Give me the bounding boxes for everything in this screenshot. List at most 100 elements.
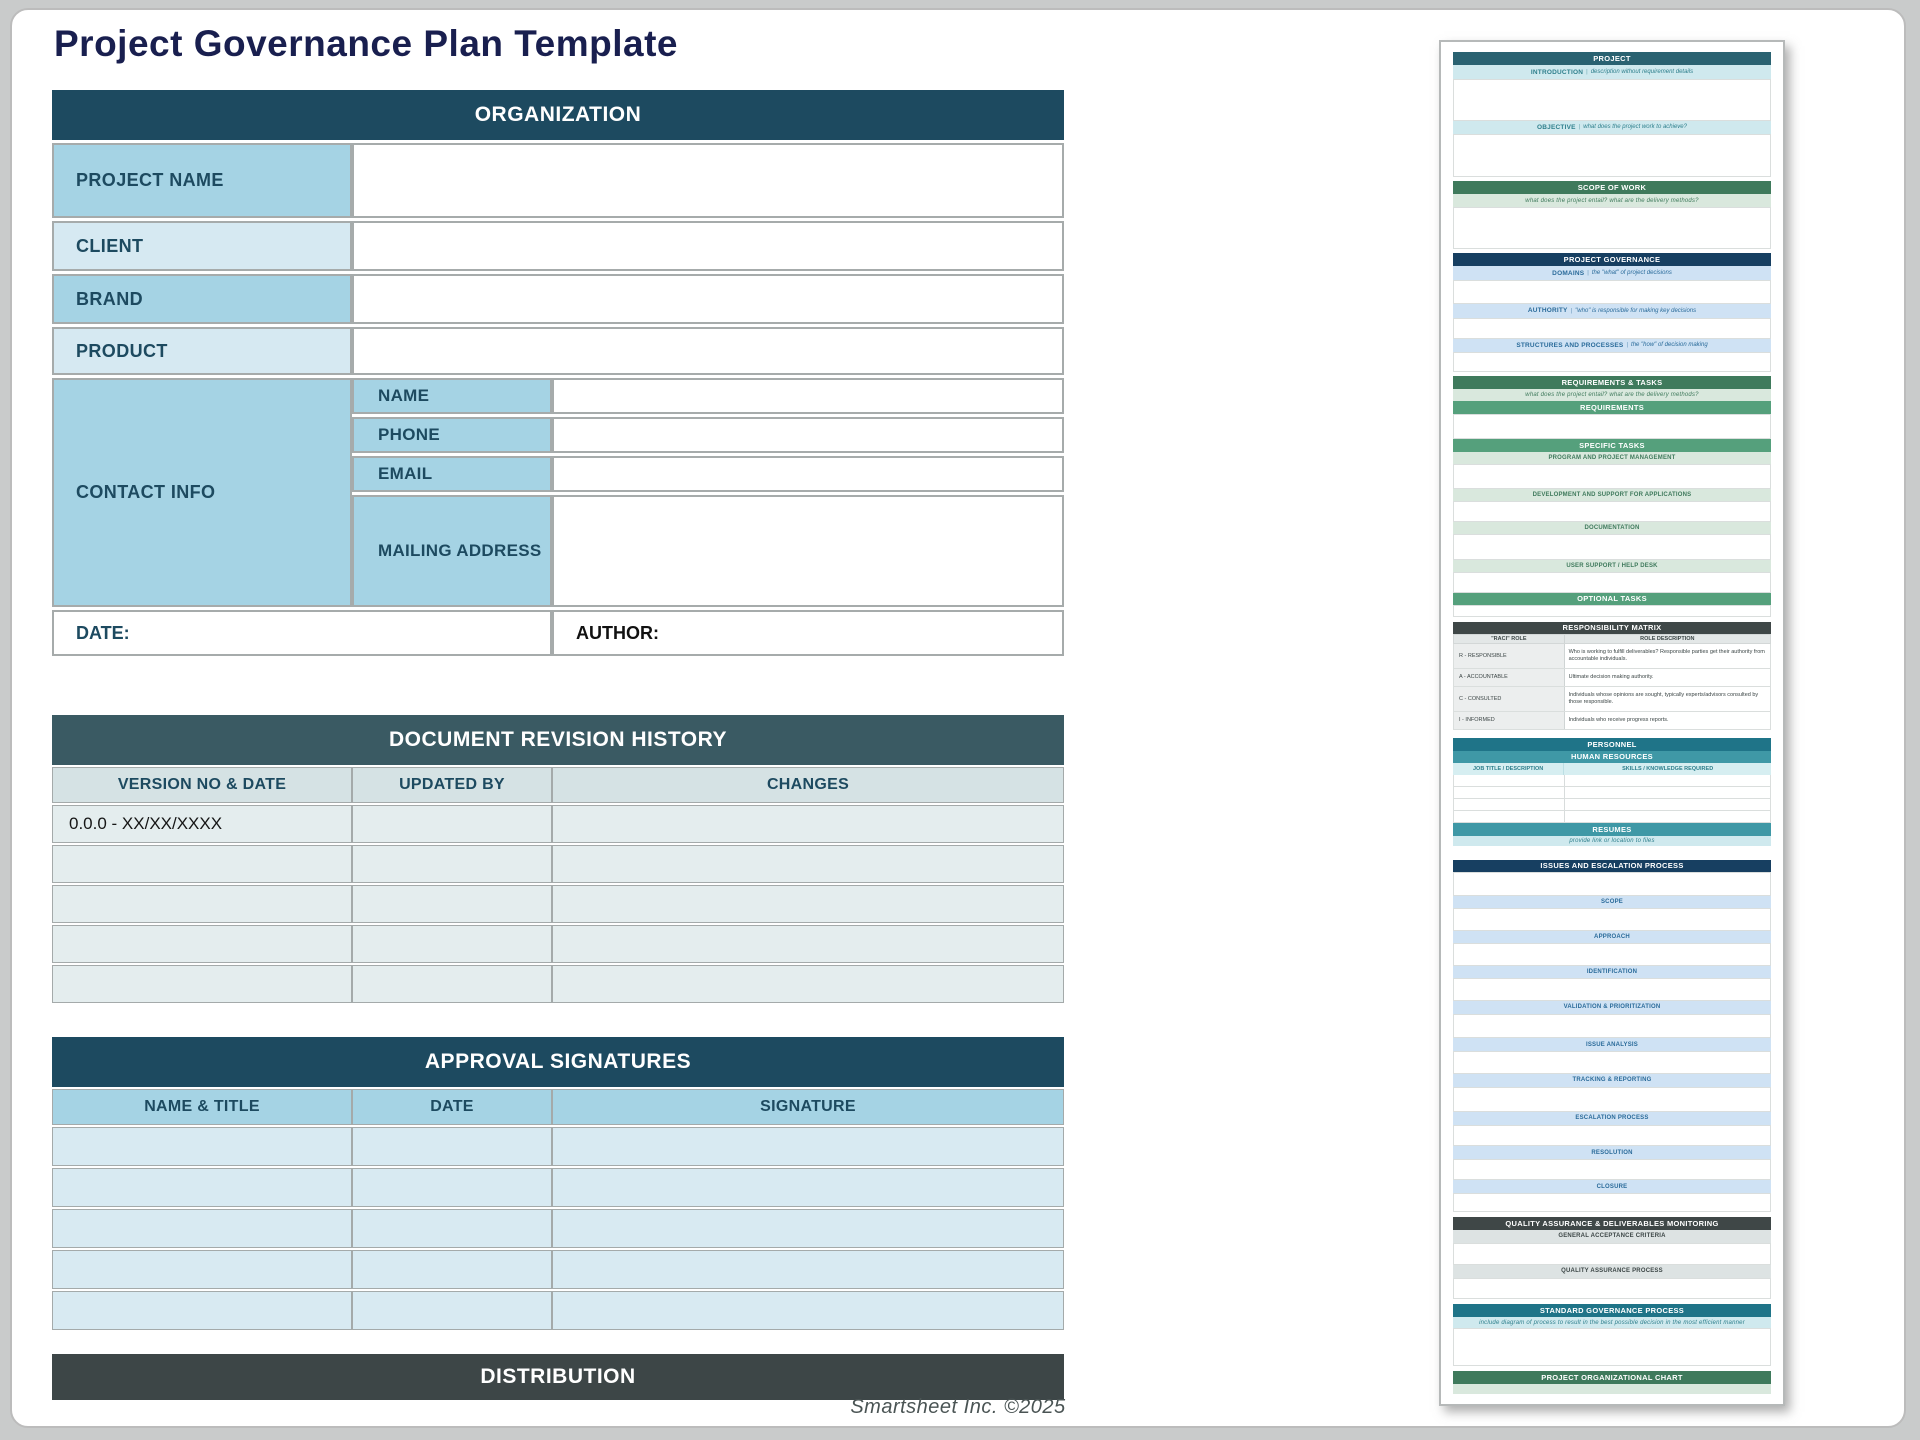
revision-cell[interactable]	[352, 965, 552, 1003]
thumb-label-row: what does the project entail? what are t…	[1453, 194, 1771, 208]
revision-column-changes: CHANGES	[552, 767, 1064, 803]
client-input[interactable]	[352, 221, 1064, 271]
contact-mailing-address-label: MAILING ADDRESS	[352, 495, 552, 607]
table-row	[52, 1127, 1064, 1166]
revision-cell[interactable]	[52, 845, 352, 883]
signature-cell[interactable]	[352, 1168, 552, 1207]
signature-cell[interactable]	[52, 1127, 352, 1166]
hr-empty-row	[1453, 786, 1771, 799]
revision-cell[interactable]	[352, 925, 552, 963]
approval-column-date: DATE	[352, 1089, 552, 1125]
thumb-section-header: REQUIREMENTS	[1453, 401, 1771, 415]
table-row	[52, 1168, 1064, 1207]
thumb-label-row: APPROACH	[1453, 931, 1771, 944]
revision-cell[interactable]	[352, 885, 552, 923]
thumb-field-row: AUTHORITY | "who" is responsible for makin…	[1453, 303, 1771, 318]
contact-phone-input[interactable]	[552, 417, 1064, 453]
thumb-label-row: DEVELOPMENT AND SUPPORT FOR APPLICATIONS	[1453, 488, 1771, 501]
hr-empty-row	[1453, 798, 1771, 811]
date-field[interactable]: DATE:	[52, 610, 552, 656]
thumb-section-header: OPTIONAL TASKS	[1453, 592, 1771, 605]
hr-empty-cell	[1565, 787, 1770, 798]
revision-cell[interactable]	[552, 805, 1064, 843]
hr-skills-column: SKILLS / KNOWLEDGE REQUIRED	[1622, 765, 1714, 772]
revision-history-section-header: DOCUMENT REVISION HISTORY	[52, 715, 1064, 765]
signature-cell[interactable]	[552, 1168, 1064, 1207]
product-label: PRODUCT	[52, 327, 352, 375]
contact-email-input[interactable]	[552, 456, 1064, 492]
thumb-empty-row	[1453, 871, 1771, 897]
thumb-label-row: SCOPE	[1453, 896, 1771, 909]
project-name-label: PROJECT NAME	[52, 143, 352, 218]
revision-cell[interactable]: 0.0.0 - XX/XX/XXXX	[52, 805, 352, 843]
thumb-section-header: PROJECT GOVERNANCE	[1453, 253, 1771, 267]
signature-cell[interactable]	[552, 1127, 1064, 1166]
brand-input[interactable]	[352, 274, 1064, 324]
thumb-empty-row	[1453, 207, 1771, 250]
contact-name-label: NAME	[352, 378, 552, 414]
thumb-empty-row	[1453, 1193, 1771, 1212]
template-preview-thumbnail[interactable]: PROJECT INTRODUCTION | description without …	[1439, 40, 1785, 1406]
signature-cell[interactable]	[52, 1168, 352, 1207]
thumb-empty-row	[1453, 604, 1771, 617]
hr-empty-cell	[1565, 811, 1770, 822]
matrix-role-cell: I - INFORMED	[1454, 711, 1565, 729]
thumb-gap	[1453, 729, 1771, 738]
table-row	[52, 965, 1064, 1003]
revision-cell[interactable]	[52, 965, 352, 1003]
signature-cell[interactable]	[552, 1291, 1064, 1330]
signature-cell[interactable]	[552, 1250, 1064, 1289]
thumb-label-row: VALIDATION & PRIORITIZATION	[1453, 1000, 1771, 1014]
author-field[interactable]: AUTHOR:	[552, 610, 1064, 656]
signature-cell[interactable]	[52, 1250, 352, 1289]
revision-cell[interactable]	[552, 885, 1064, 923]
revision-column-version: VERSION NO & DATE	[52, 767, 352, 803]
hr-empty-cell	[1454, 810, 1565, 822]
thumb-empty-row	[1453, 79, 1771, 121]
revision-cell[interactable]	[552, 845, 1064, 883]
table-row	[52, 1291, 1064, 1330]
contact-info-label: CONTACT INFO	[52, 378, 352, 607]
matrix-role-description-column: ROLE DESCRIPTION	[1640, 635, 1695, 642]
project-name-input[interactable]	[352, 143, 1064, 218]
thumb-field-row: DOMAINS | the "what" of project decisions	[1453, 266, 1771, 281]
thumb-gap	[1453, 1365, 1771, 1371]
thumb-label-row: ESCALATION PROCESS	[1453, 1111, 1771, 1125]
contact-email-label: EMAIL	[352, 456, 552, 492]
revision-cell[interactable]	[352, 845, 552, 883]
thumb-gap	[1453, 1211, 1771, 1217]
thumb-label-row: PROGRAM AND PROJECT MANAGEMENT	[1453, 452, 1771, 465]
signature-cell[interactable]	[352, 1291, 552, 1330]
thumb-section-header: RESUMES	[1453, 822, 1771, 836]
revision-cell[interactable]	[52, 925, 352, 963]
table-row: 0.0.0 - XX/XX/XXXX	[52, 805, 1064, 843]
signature-cell[interactable]	[52, 1291, 352, 1330]
thumb-section-header: ISSUES AND ESCALATION PROCESS	[1453, 859, 1771, 872]
thumb-label-row	[1453, 1383, 1771, 1394]
thumb-empty-row	[1453, 1051, 1771, 1074]
approval-column-signature: SIGNATURE	[552, 1089, 1064, 1125]
signature-cell[interactable]	[52, 1209, 352, 1248]
thumb-section-header: SPECIFIC TASKS	[1453, 439, 1771, 453]
page-title: Project Governance Plan Template	[54, 23, 678, 64]
signature-cell[interactable]	[352, 1127, 552, 1166]
thumb-empty-row	[1453, 1013, 1771, 1039]
revision-cell[interactable]	[52, 885, 352, 923]
approval-column-name-title: NAME & TITLE	[52, 1089, 352, 1125]
revision-cell[interactable]	[552, 925, 1064, 963]
signature-cell[interactable]	[552, 1209, 1064, 1248]
contact-mailing-address-input[interactable]	[552, 495, 1064, 607]
matrix-description-cell: Individuals whose opinions are sought, t…	[1564, 686, 1770, 711]
thumb-section-header: PERSONNEL	[1453, 737, 1771, 751]
revision-cell[interactable]	[352, 805, 552, 843]
product-input[interactable]	[352, 327, 1064, 375]
revision-cell[interactable]	[552, 965, 1064, 1003]
brand-label: BRAND	[52, 274, 352, 324]
thumb-field-row: INTRODUCTION | description without require…	[1453, 65, 1771, 79]
signature-cell[interactable]	[352, 1250, 552, 1289]
signature-cell[interactable]	[352, 1209, 552, 1248]
contact-name-input[interactable]	[552, 378, 1064, 414]
matrix-row: I - INFORMED Individuals who receive prog…	[1453, 711, 1771, 730]
thumb-empty-row	[1453, 1124, 1771, 1147]
table-row	[52, 845, 1064, 883]
